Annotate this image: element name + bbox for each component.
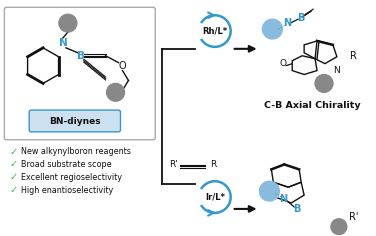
Text: ✓: ✓ xyxy=(9,147,17,157)
FancyBboxPatch shape xyxy=(29,110,120,132)
Text: R: R xyxy=(350,51,357,61)
Text: Rh/L*: Rh/L* xyxy=(202,26,227,36)
Text: R': R' xyxy=(349,212,358,222)
Text: R': R' xyxy=(169,160,177,169)
Text: Ir/L*: Ir/L* xyxy=(205,193,225,202)
Text: B: B xyxy=(77,51,85,61)
Circle shape xyxy=(59,14,77,32)
Text: B: B xyxy=(294,204,301,214)
Text: O: O xyxy=(119,61,126,71)
FancyBboxPatch shape xyxy=(5,7,155,140)
Circle shape xyxy=(315,75,333,92)
Circle shape xyxy=(107,83,124,101)
Text: N: N xyxy=(279,194,287,204)
Text: N: N xyxy=(334,66,340,75)
Text: ✓: ✓ xyxy=(9,185,17,195)
Text: B: B xyxy=(297,13,305,23)
Text: O: O xyxy=(280,59,287,68)
Text: ✓: ✓ xyxy=(9,160,17,169)
Text: N: N xyxy=(283,18,291,28)
Text: New alkynylboron reagents: New alkynylboron reagents xyxy=(21,147,131,156)
Text: Broad substrate scope: Broad substrate scope xyxy=(21,160,112,169)
Circle shape xyxy=(331,219,347,235)
Text: N: N xyxy=(59,38,67,48)
Circle shape xyxy=(259,181,279,201)
Circle shape xyxy=(262,19,282,39)
Text: BN-diynes: BN-diynes xyxy=(49,118,101,126)
Text: C-B Axial Chirality: C-B Axial Chirality xyxy=(264,101,360,110)
Text: ✓: ✓ xyxy=(9,172,17,182)
Text: Excellent regioselectivity: Excellent regioselectivity xyxy=(21,173,122,182)
Text: R: R xyxy=(210,160,216,169)
Text: High enantioselectivity: High enantioselectivity xyxy=(21,186,114,195)
